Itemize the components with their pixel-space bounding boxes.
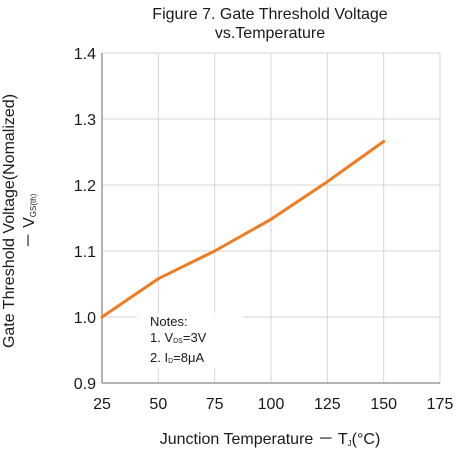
- notes-heading: Notes:: [150, 314, 188, 329]
- x-axis-label: Junction Temperature － TJ(°C): [100, 425, 440, 449]
- y-tick-label: 1.0: [74, 310, 96, 327]
- x-tick-label: 75: [206, 396, 224, 413]
- x-axis-label-subscript: J: [347, 439, 352, 448]
- notes-line-2: 2. ID=8μA: [150, 350, 243, 370]
- x-tick-label: 100: [258, 396, 285, 413]
- data-point: [157, 277, 160, 280]
- notes-line-1-subscript: DS: [173, 338, 183, 345]
- x-axis-label-prefix: Junction Temperature － T: [159, 431, 348, 448]
- notes-line-1: 1. VDS=3V: [150, 330, 243, 350]
- x-tick-label: 125: [314, 396, 341, 413]
- notes-line-2-subscript: D: [168, 358, 174, 365]
- y-tick-label: 1.4: [74, 46, 96, 63]
- data-point: [382, 140, 385, 143]
- notes-line-2-suffix: =8μA: [173, 350, 205, 365]
- x-tick-label: 25: [93, 396, 111, 413]
- y-tick-label: 1.1: [74, 244, 96, 261]
- data-point: [326, 180, 329, 183]
- notes-line-1-prefix: 1. V: [150, 330, 174, 345]
- chart-title-line-1: Figure 7. Gate Threshold Voltage: [152, 6, 388, 23]
- x-tick-label: 150: [370, 396, 397, 413]
- data-point: [213, 249, 216, 253]
- axis-layer: 25 50 75 100 125 150 175 0.9 1.0 1.1 1.2 1.3 1.4: [74, 46, 454, 413]
- y-tick-label: 1.3: [74, 112, 96, 129]
- series-layer: [100, 139, 386, 319]
- data-point: [269, 218, 273, 221]
- series-line: [100, 139, 386, 319]
- y-tick-label: 0.9: [74, 376, 96, 393]
- y-tick-label: 1.2: [74, 178, 96, 195]
- x-tick-label: 175: [427, 396, 454, 413]
- data-point: [100, 315, 104, 319]
- x-axis-label-suffix: (°C): [351, 431, 381, 448]
- notes-box: Notes: 1. VDS=3V 2. ID=8μA: [137, 313, 243, 369]
- notes-line-2-prefix: 2. I: [150, 350, 169, 365]
- x-tick-label: 50: [149, 396, 167, 413]
- notes-line-1-suffix: =3V: [182, 330, 207, 345]
- chart-title-line-2: vs.Temperature: [214, 25, 326, 42]
